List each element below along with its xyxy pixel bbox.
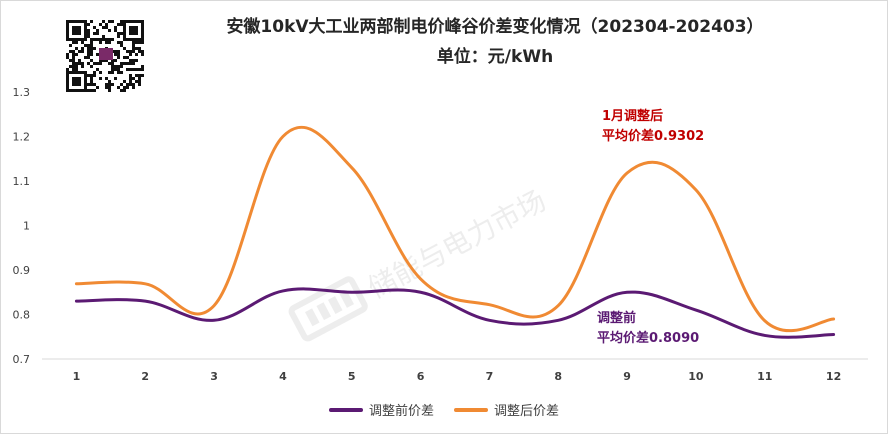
x-tick-label: 4 <box>279 370 287 383</box>
x-tick-label: 5 <box>348 370 356 383</box>
annotation-text: 平均价差0.9302 <box>602 128 704 144</box>
y-axis-ticks: 0.7 0.8 0.9 1 1.1 1.2 1.3 <box>13 86 31 366</box>
y-tick-label: 1 <box>23 220 30 233</box>
y-tick-label: 1.2 <box>13 131 31 144</box>
y-tick-label: 0.8 <box>13 309 31 322</box>
y-tick-label: 1.3 <box>13 86 31 99</box>
legend-item: 调整前价差 <box>328 400 434 419</box>
y-tick-label: 0.9 <box>13 264 31 277</box>
watermark: 储能与电力市场 <box>288 184 552 342</box>
x-tick-label: 9 <box>623 370 631 383</box>
chart-unit: 单位：元/kWh <box>436 47 554 67</box>
y-tick-label: 1.1 <box>13 175 31 188</box>
x-tick-label: 10 <box>688 370 704 383</box>
x-tick-label: 3 <box>210 370 218 383</box>
x-tick-label: 1 <box>73 370 81 383</box>
chart-title: 安徽10kV大工业两部制电价峰谷价差变化情况（202304-202403） <box>226 17 764 37</box>
x-tick-label: 11 <box>757 370 772 383</box>
legend-swatch <box>328 407 363 412</box>
annotation-text: 平均价差0.8090 <box>597 330 699 346</box>
series-line-1 <box>74 287 836 339</box>
x-axis-ticks: 1 2 3 4 5 6 7 8 9 10 11 12 <box>73 370 842 383</box>
annotation-text: 1月调整后 <box>602 108 663 124</box>
x-tick-label: 6 <box>417 370 425 383</box>
x-tick-label: 7 <box>486 370 494 383</box>
legend-label: 调整前价差 <box>368 404 434 419</box>
legend-swatch <box>454 407 488 412</box>
x-tick-label: 12 <box>826 370 841 383</box>
x-tick-label: 2 <box>141 370 149 383</box>
y-tick-label: 0.7 <box>13 353 31 366</box>
x-tick-label: 8 <box>554 370 562 383</box>
annotation-text: 调整前 <box>597 310 636 326</box>
series-lines <box>74 125 836 339</box>
legend-item: 调整后价差 <box>454 400 559 419</box>
legend-label: 调整后价差 <box>494 404 560 419</box>
qr-code-image <box>60 17 150 95</box>
legend: 调整前价差 调整后价差 <box>0 400 888 419</box>
watermark-text: 储能与电力市场 <box>363 184 552 305</box>
